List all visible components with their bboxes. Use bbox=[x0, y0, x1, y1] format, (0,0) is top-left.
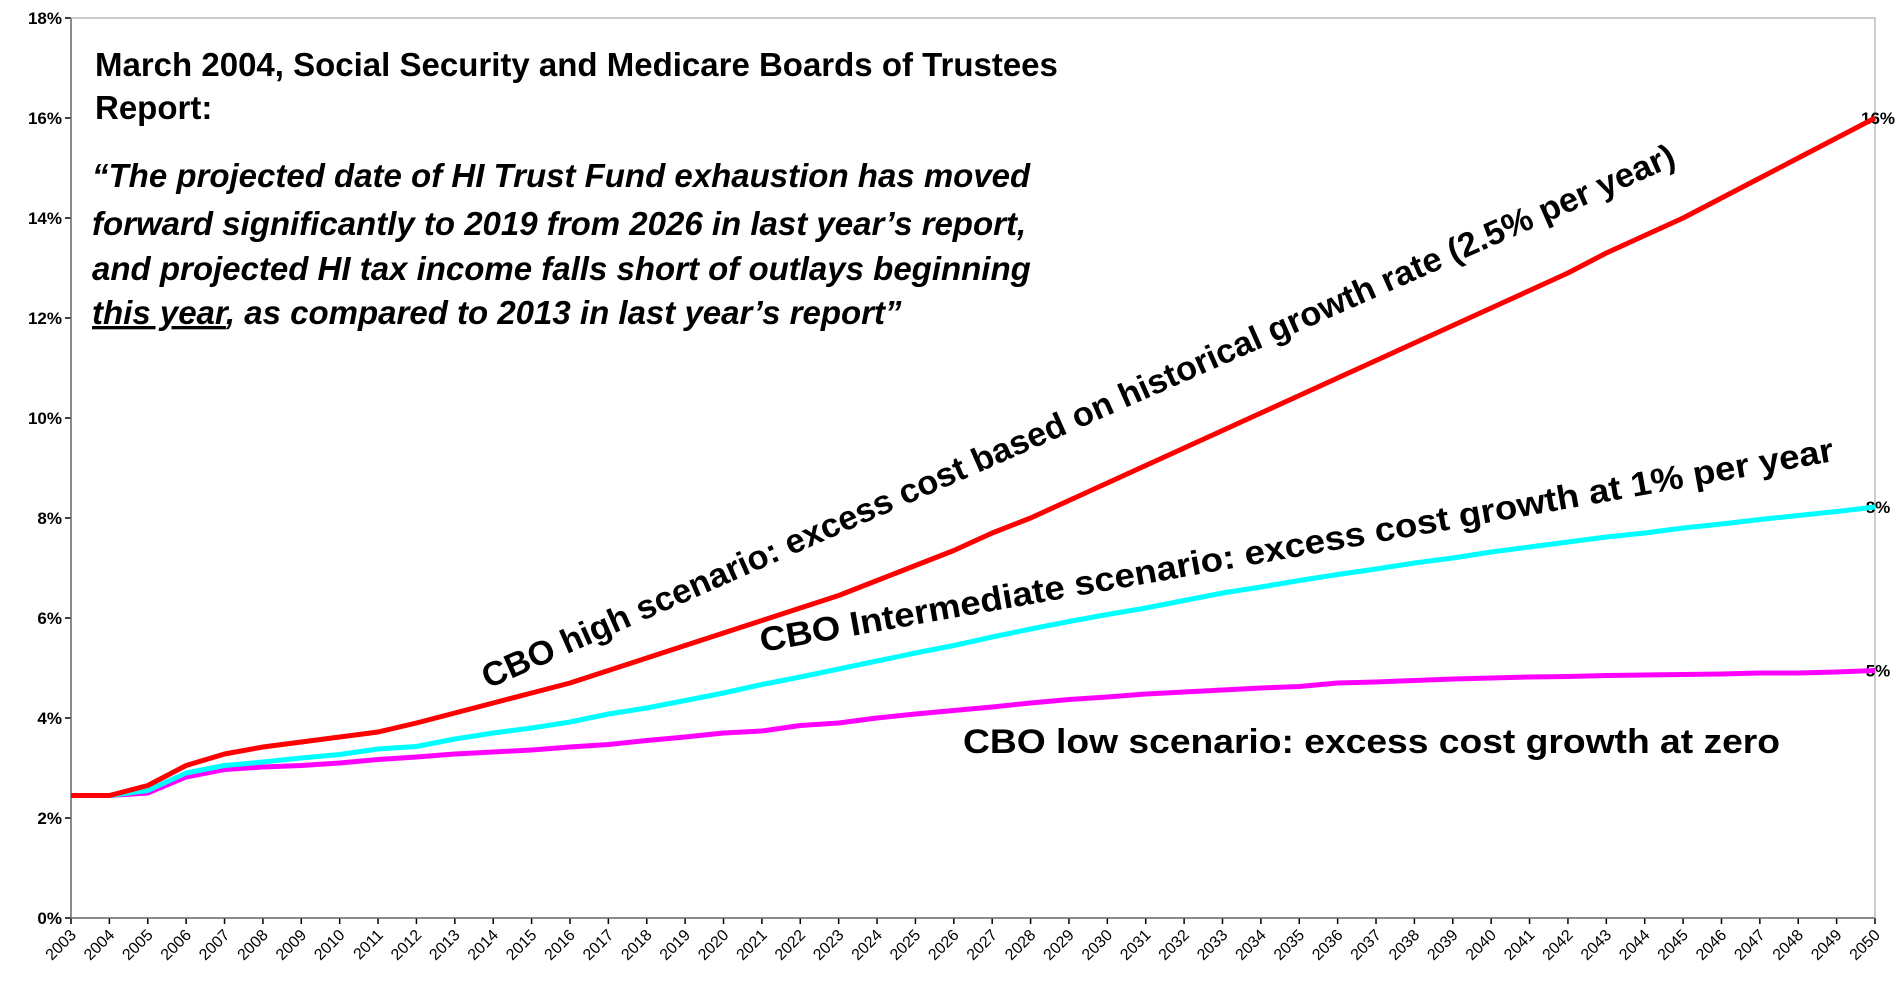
x-tick-label: 2045 bbox=[1655, 927, 1692, 964]
x-tick-label: 2026 bbox=[925, 927, 962, 964]
x-tick-label: 2014 bbox=[465, 927, 502, 964]
x-tick-label: 2005 bbox=[119, 927, 156, 964]
y-tick-label: 12% bbox=[28, 309, 62, 328]
x-tick-label: 2034 bbox=[1233, 927, 1270, 964]
y-tick-label: 18% bbox=[28, 9, 62, 28]
x-tick-label: 2036 bbox=[1309, 927, 1346, 964]
x-tick-label: 2042 bbox=[1540, 927, 1577, 964]
x-tick-label: 2032 bbox=[1156, 927, 1193, 964]
x-tick-label: 2028 bbox=[1002, 927, 1039, 964]
quote-line: this year, as compared to 2013 in last y… bbox=[92, 294, 902, 331]
x-tick-label: 2043 bbox=[1578, 927, 1615, 964]
x-tick-label: 2012 bbox=[388, 927, 425, 964]
x-tick-label: 2015 bbox=[503, 927, 540, 964]
y-tick-label: 10% bbox=[28, 409, 62, 428]
x-tick-label: 2039 bbox=[1424, 927, 1461, 964]
x-tick-label: 2016 bbox=[542, 927, 579, 964]
plot-area bbox=[70, 17, 1876, 919]
x-tick-label: 2003 bbox=[43, 927, 80, 964]
quote-line: and projected HI tax income falls short … bbox=[92, 250, 1031, 287]
y-tick-label: 2% bbox=[37, 809, 62, 828]
x-tick-label: 2008 bbox=[235, 927, 272, 964]
x-tick-label: 2007 bbox=[196, 927, 233, 964]
x-tick-label: 2046 bbox=[1693, 927, 1730, 964]
x-tick-label: 2037 bbox=[1348, 927, 1385, 964]
x-tick-label: 2022 bbox=[772, 927, 809, 964]
series-line bbox=[71, 115, 1877, 798]
x-tick-label: 2027 bbox=[964, 927, 1001, 964]
x-tick-label: 2035 bbox=[1271, 927, 1308, 964]
y-tick-label: 8% bbox=[37, 509, 62, 528]
x-tick-label: 2029 bbox=[1041, 927, 1078, 964]
x-tick-label: 2047 bbox=[1731, 927, 1768, 964]
quote-underlined: this year bbox=[92, 294, 230, 331]
y-tick-label: 14% bbox=[28, 209, 62, 228]
x-tick-label: 2038 bbox=[1386, 927, 1423, 964]
x-tick-label: 2011 bbox=[351, 927, 387, 963]
title-line: March 2004, Social Security and Medicare… bbox=[95, 46, 1058, 83]
x-tick-label: 2025 bbox=[887, 927, 924, 964]
x-tick-label: 2031 bbox=[1117, 927, 1154, 964]
y-tick-label: 16% bbox=[28, 109, 62, 128]
series-line bbox=[71, 668, 1876, 798]
x-tick-label: 2020 bbox=[695, 927, 732, 964]
quote-line: “The projected date of HI Trust Fund exh… bbox=[92, 157, 1031, 194]
x-tick-label: 2033 bbox=[1194, 927, 1231, 964]
title-line: Report: bbox=[95, 89, 212, 126]
x-tick-label: 2030 bbox=[1079, 927, 1116, 964]
x-tick-label: 2017 bbox=[580, 927, 617, 964]
x-tick-label: 2041 bbox=[1501, 927, 1538, 964]
x-tick-label: 2019 bbox=[657, 927, 694, 964]
value-label: 5% bbox=[1866, 662, 1891, 681]
y-tick-label: 6% bbox=[37, 609, 62, 628]
x-tick-label: 2013 bbox=[426, 927, 463, 964]
y-tick-label: 4% bbox=[37, 709, 62, 728]
series-label: CBO low scenario: excess cost growth at … bbox=[963, 723, 1780, 761]
x-tick-label: 2004 bbox=[81, 927, 118, 964]
quote-line: forward significantly to 2019 from 2026 … bbox=[92, 205, 1026, 242]
x-tick-label: 2040 bbox=[1463, 927, 1500, 964]
x-tick-label: 2021 bbox=[734, 927, 771, 964]
x-tick-label: 2010 bbox=[311, 927, 348, 964]
series-line bbox=[71, 504, 1876, 798]
x-tick-label: 2018 bbox=[618, 927, 655, 964]
x-tick-label: 2009 bbox=[273, 927, 310, 964]
x-tick-label: 2048 bbox=[1770, 927, 1807, 964]
x-tick-label: 2024 bbox=[849, 927, 886, 964]
value-label: 8% bbox=[1866, 498, 1891, 517]
x-tick-label: 2006 bbox=[158, 927, 195, 964]
x-tick-label: 2050 bbox=[1847, 927, 1884, 964]
x-tick-label: 2049 bbox=[1808, 927, 1845, 964]
y-tick-label: 0% bbox=[37, 909, 62, 928]
x-tick-label: 2044 bbox=[1616, 927, 1653, 964]
quote-end: , as compared to 2013 in last year’s rep… bbox=[225, 294, 902, 331]
x-tick-label: 2023 bbox=[810, 927, 847, 964]
